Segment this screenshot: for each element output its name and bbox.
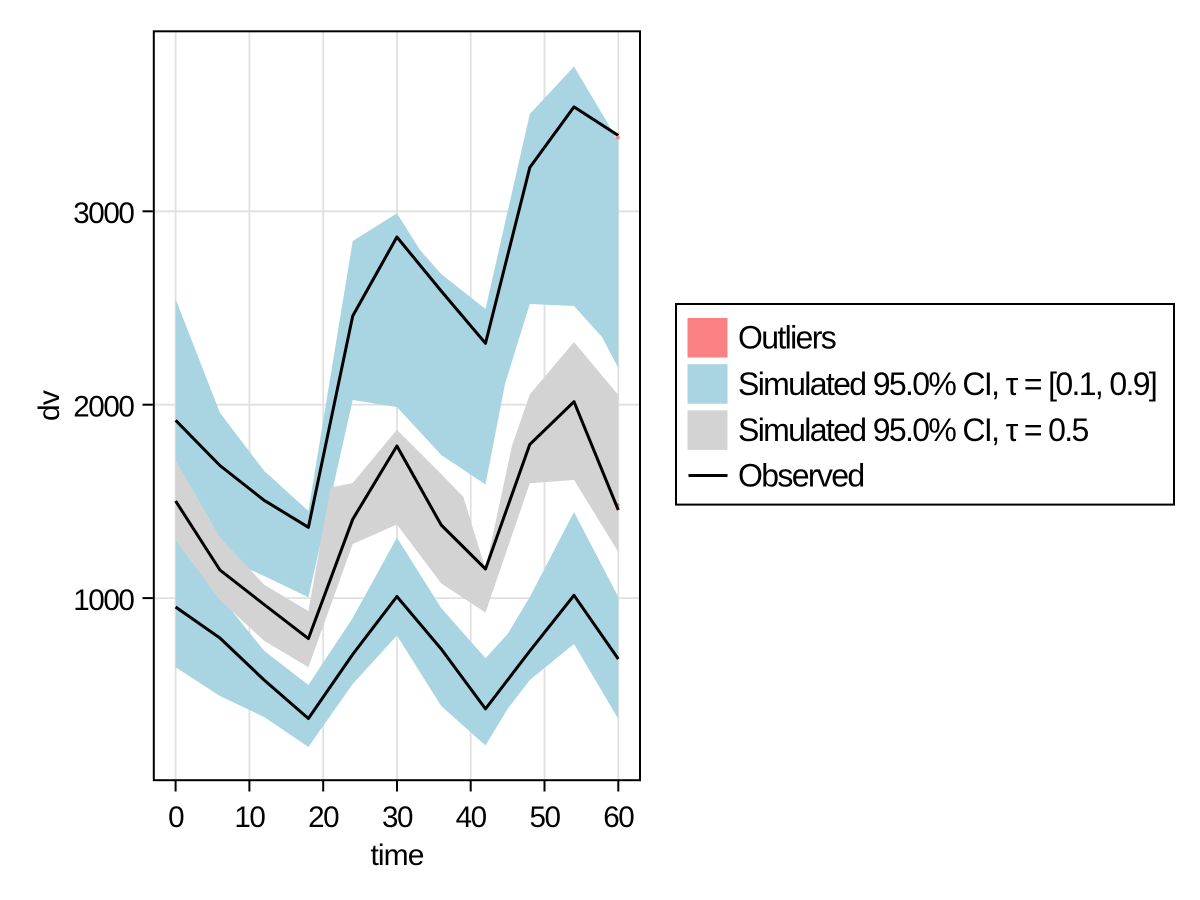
- svg-text:40: 40: [456, 801, 487, 834]
- svg-text:Observed: Observed: [738, 457, 864, 493]
- svg-text:60: 60: [603, 801, 634, 834]
- svg-text:20: 20: [308, 801, 339, 834]
- svg-text:1000: 1000: [73, 584, 134, 617]
- svg-text:50: 50: [529, 801, 560, 834]
- svg-text:2000: 2000: [73, 391, 134, 424]
- svg-text:30: 30: [382, 801, 413, 834]
- svg-text:time: time: [370, 839, 423, 872]
- svg-text:Outliers: Outliers: [738, 320, 836, 356]
- svg-text:3000: 3000: [73, 197, 134, 230]
- svg-text:0: 0: [168, 801, 184, 834]
- svg-text:Simulated 95.0% CI, τ = [0.1,: Simulated 95.0% CI, τ = [0.1, 0.9]: [738, 366, 1156, 402]
- svg-text:Simulated 95.0% CI, τ = 0.5: Simulated 95.0% CI, τ = 0.5: [738, 412, 1088, 448]
- svg-text:dv: dv: [33, 390, 66, 421]
- svg-text:10: 10: [234, 801, 265, 834]
